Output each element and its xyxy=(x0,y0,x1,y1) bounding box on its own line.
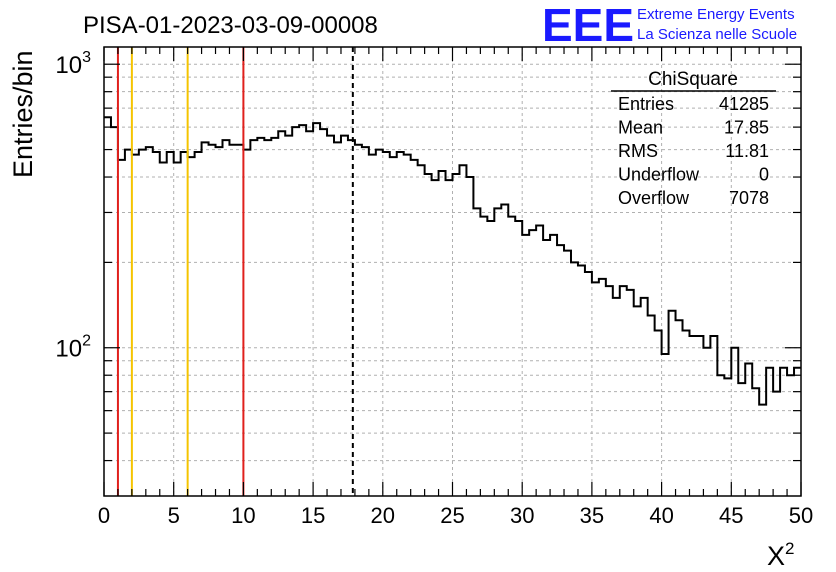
x-tick-label: 45 xyxy=(719,503,743,528)
stats-row-label: Mean xyxy=(618,118,663,138)
x-tick-label: 25 xyxy=(440,503,464,528)
marker-lines xyxy=(116,47,354,496)
y-tick-label: 102 xyxy=(55,333,91,363)
eee-logo: EEE Extreme Energy Events La Scienza nel… xyxy=(542,0,797,51)
stats-box: ChiSquare Entries 41285 Mean 17.85 RMS 11.81 U… xyxy=(611,69,776,208)
histogram-series xyxy=(104,116,801,406)
logo-letters: EEE xyxy=(542,0,634,51)
x-tick-label: 15 xyxy=(301,503,325,528)
stats-title: ChiSquare xyxy=(648,69,738,90)
logo-line-2: La Scienza nelle Scuole xyxy=(637,26,797,43)
y-tick-label: 103 xyxy=(55,49,91,79)
stats-row-value: 0 xyxy=(759,165,769,185)
x-axis-ticks: 0 5 10 15 20 25 30 35 40 45 50 xyxy=(98,47,813,528)
x-tick-label: 20 xyxy=(371,503,395,528)
stats-row-value: 17.85 xyxy=(724,118,769,138)
grid-lines xyxy=(104,47,801,496)
x-tick-label: 30 xyxy=(510,503,534,528)
stats-row-label: Overflow xyxy=(618,188,690,208)
x-tick-label: 50 xyxy=(789,503,813,528)
stats-row-label: Entries xyxy=(618,94,674,114)
stats-row-value: 7078 xyxy=(729,188,769,208)
stats-row-value: 11.81 xyxy=(725,141,769,161)
stats-row-label: RMS xyxy=(618,141,658,161)
stats-row-value: 41285 xyxy=(719,94,769,114)
y-axis-ticks: 102 103 xyxy=(55,49,801,462)
x-tick-label: 5 xyxy=(168,503,180,528)
x-tick-label: 0 xyxy=(98,503,110,528)
stats-row-label: Underflow xyxy=(618,165,700,185)
logo-line-1: Extreme Energy Events xyxy=(637,6,795,23)
y-axis-label: Entries/bin xyxy=(8,50,38,178)
x-axis-label: X2 xyxy=(767,539,794,571)
x-tick-label: 40 xyxy=(649,503,673,528)
x-tick-label: 35 xyxy=(580,503,604,528)
x-tick-label: 10 xyxy=(231,503,255,528)
chart-title: PISA-01-2023-03-09-00008 xyxy=(83,12,378,39)
